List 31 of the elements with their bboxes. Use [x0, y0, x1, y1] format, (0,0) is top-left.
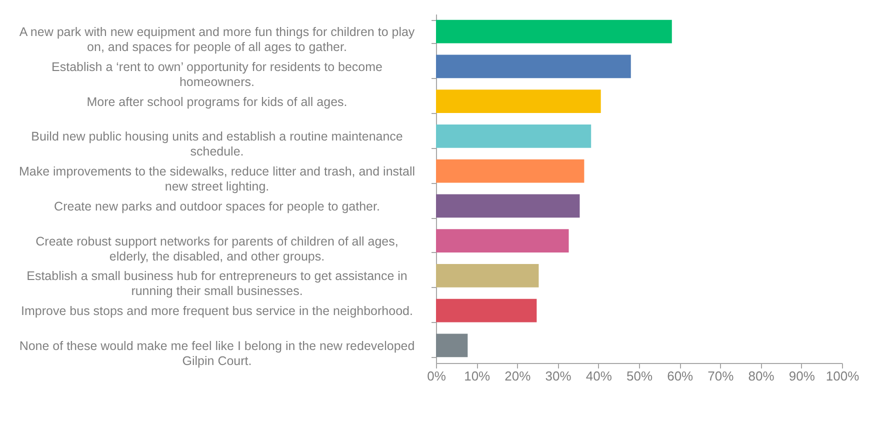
bar: [436, 54, 631, 78]
x-tick-label: 90%: [788, 368, 816, 384]
x-tick-label: 0%: [427, 368, 446, 384]
y-tick-label: A new park with new equipment and more fun things for children to play on, and spaces for people of all ages to gather.: [19, 25, 416, 54]
y-tick-label: Build new public housing units and establish a routine maintenance schedule.: [31, 130, 403, 159]
y-tick-label: More after school programs for kids of all ages.: [86, 94, 348, 109]
x-tick-label: 20%: [504, 368, 532, 384]
x-tick-label: 50%: [626, 368, 653, 384]
x-tick-label: 80%: [748, 368, 775, 384]
bar: [436, 298, 537, 322]
y-tick-label: Make improvements to the sidewalks, reduce litter and trash, and install new street lighting.: [18, 164, 416, 194]
x-tick-label: 30%: [545, 368, 572, 384]
y-tick-label: Improve bus stops and more frequent bus service in the neighborhood.: [21, 304, 413, 318]
bar: [436, 124, 592, 148]
y-tick-label: Establish a small business hub for entrepreneurs to get assistance in running their small businesses.: [26, 269, 408, 298]
y-tick-label: None of these would make me feel like I belong in the new redeveloped Gilpin Court.: [19, 338, 415, 368]
x-tick-label: 100%: [826, 368, 860, 384]
bar: [436, 90, 601, 114]
x-tick-label: 60%: [667, 368, 694, 384]
bar: [436, 229, 569, 252]
y-tick-label: Create new parks and outdoor spaces for people to gather.: [54, 199, 380, 214]
y-tick-label: Establish a ‘rent to own’ opportunity for residents to become homeowners.: [52, 60, 383, 89]
bar: [436, 194, 580, 218]
x-tick-label: 40%: [586, 368, 612, 384]
y-tick-label: Create robust support networks for parents of children of all ages, elderly, the disabled, and other groups.: [36, 234, 398, 264]
bar: [436, 334, 468, 358]
x-tick-label: 10%: [464, 368, 491, 384]
bar: [436, 264, 539, 288]
bar: [436, 20, 672, 44]
bar: [436, 159, 584, 183]
x-tick-label: 70%: [708, 368, 734, 384]
